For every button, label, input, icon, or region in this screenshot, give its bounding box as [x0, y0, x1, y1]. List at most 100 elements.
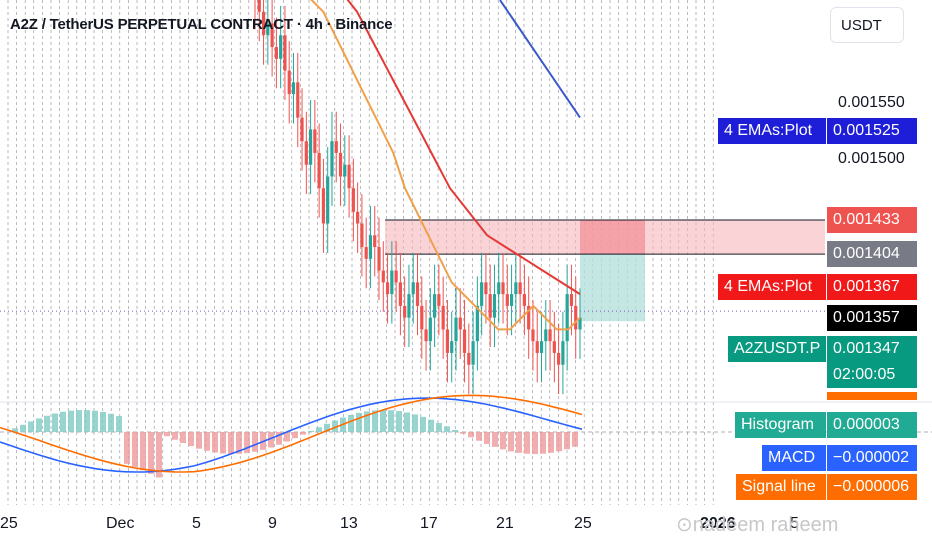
macd-histogram-bar: [180, 432, 186, 444]
macd-histogram-bar: [532, 432, 538, 454]
candle-body: [569, 294, 574, 306]
candle-body: [450, 341, 454, 353]
candle-body: [279, 35, 283, 59]
macd-histogram-bar: [60, 411, 66, 432]
macd-histogram-bar: [268, 432, 274, 448]
macd-histogram-bar: [492, 432, 498, 447]
macd-histogram-bar: [452, 429, 458, 432]
macd-histogram-bar: [364, 411, 370, 432]
candle-body: [291, 82, 296, 95]
candle-body: [471, 341, 475, 365]
macd-histogram-bar: [196, 432, 202, 449]
macd-histogram-bar: [100, 411, 106, 432]
candle-body: [574, 305, 578, 330]
candle-body: [420, 305, 424, 330]
candle-body: [437, 294, 441, 306]
candle-body: [300, 117, 304, 142]
candle-body: [501, 282, 505, 295]
candle-body: [257, 0, 261, 12]
ema-orange-line: [310, 0, 581, 331]
x-tick-8: 2026: [700, 515, 736, 532]
watermark: ⊙nadeem raheem: [676, 512, 838, 537]
candle-body: [488, 294, 492, 318]
candle-body: [407, 294, 411, 318]
macd-value: −0.000002: [827, 445, 917, 471]
macd-histogram-bar: [172, 432, 178, 440]
candle-body: [514, 282, 518, 295]
red-zone-right: [580, 220, 645, 255]
candle-body: [368, 235, 373, 259]
red-zone-price-tag: 0.001433: [827, 207, 917, 233]
macd-label: MACD: [762, 445, 826, 471]
macd-histogram-bar: [188, 432, 194, 447]
candle-body: [561, 341, 565, 365]
candle-body: [505, 294, 509, 306]
candle-body: [377, 247, 381, 271]
macd-histogram-bar: [292, 432, 298, 439]
candle-body: [270, 23, 274, 48]
candle-body: [364, 247, 368, 259]
macd-histogram-bar: [460, 432, 466, 434]
histogram-label: Histogram: [735, 412, 826, 438]
candle-body: [535, 341, 539, 353]
macd-line: [0, 397, 583, 473]
x-tick-7: 25: [574, 515, 592, 532]
candle-body: [441, 305, 445, 330]
currency-selector[interactable]: USDT: [830, 7, 904, 43]
ema-red-line: [346, 0, 581, 295]
candle-body: [497, 282, 501, 295]
macd-histogram-bar: [500, 432, 506, 450]
macd-histogram-bar: [404, 412, 410, 432]
macd-histogram-bar: [132, 432, 138, 467]
x-tick-2: 5: [192, 515, 201, 532]
histogram-value: 0.000003: [827, 412, 917, 438]
macd-histogram-bar: [476, 432, 482, 441]
candle-body: [274, 47, 278, 59]
macd-histogram-bar: [524, 432, 530, 454]
hidden-orange-tag: [827, 392, 917, 400]
price-tick-1550: 0.001550: [838, 94, 905, 111]
candle-body: [492, 294, 497, 318]
candle-body: [296, 82, 300, 118]
candle-body: [283, 35, 287, 71]
candle-body: [480, 282, 484, 306]
x-tick-5: 17: [420, 515, 438, 532]
macd-histogram-bar: [92, 410, 98, 432]
candle-body: [527, 305, 531, 330]
macd-histogram-bar: [396, 411, 402, 432]
candle-body: [351, 188, 355, 212]
ema-blue-value: 0.001525: [827, 118, 917, 144]
candle-body: [454, 317, 458, 342]
candle-body: [266, 23, 270, 36]
symbol-label: A2ZUSDT.P: [728, 336, 826, 362]
watermark-icon: ⊙: [676, 514, 693, 536]
candle-body: [445, 329, 450, 353]
macd-histogram-bar: [20, 424, 26, 432]
teal-zone: [580, 254, 645, 322]
candle-body: [428, 317, 432, 342]
macd-histogram-bar: [572, 432, 578, 447]
candle-body: [424, 329, 428, 342]
candle-body: [326, 176, 330, 224]
candle-body: [565, 294, 569, 342]
macd-histogram-bar: [428, 419, 434, 432]
candle-body: [518, 282, 522, 295]
macd-histogram-bar: [12, 428, 18, 432]
candle-body: [385, 282, 390, 295]
bar-countdown: 02:00:05: [827, 362, 917, 388]
candle-body: [313, 129, 317, 153]
candle-body: [458, 317, 462, 330]
candle-body: [531, 329, 535, 342]
candle-body: [411, 282, 415, 295]
candle-body: [330, 141, 334, 177]
signal-line: [0, 394, 583, 473]
macd-histogram-bar: [436, 422, 442, 432]
macd-histogram-bar: [228, 432, 234, 454]
macd-histogram-bar: [84, 410, 90, 432]
candle-body: [475, 305, 479, 342]
macd-histogram-bar: [52, 413, 58, 432]
macd-histogram-bar: [380, 410, 386, 432]
candle-body: [334, 141, 338, 153]
